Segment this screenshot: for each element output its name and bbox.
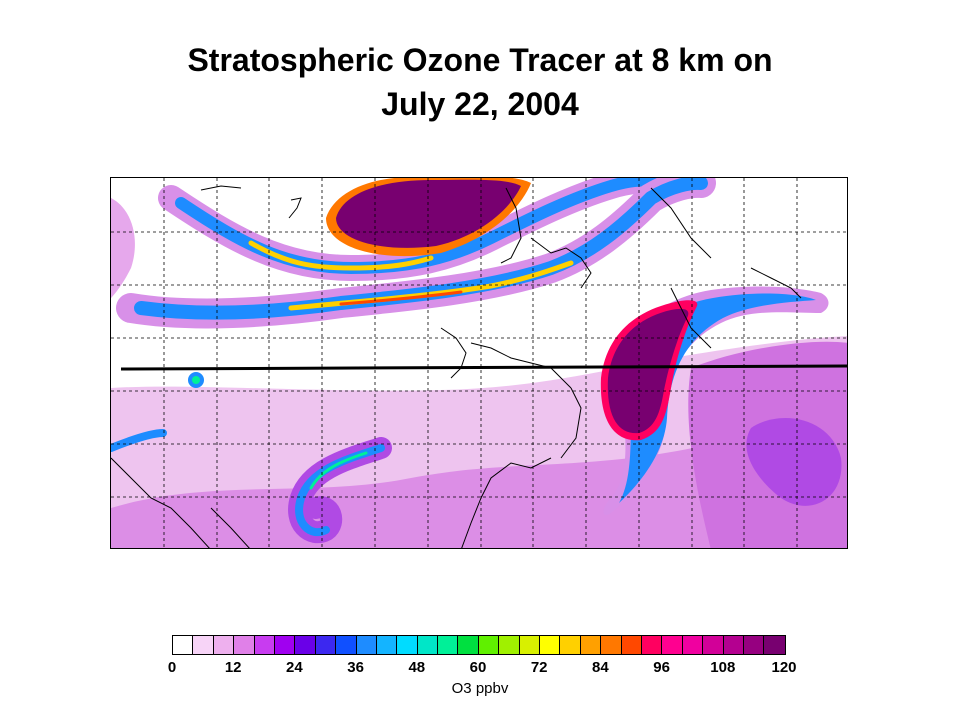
coastlines (111, 185, 802, 548)
colorbar (172, 635, 786, 655)
colorbar-cell (499, 636, 520, 654)
colorbar-tick-label: 120 (771, 659, 797, 676)
small-ozone-blob-core (192, 376, 200, 384)
ozone-map-svg (111, 178, 847, 548)
colorbar-cell (234, 636, 255, 654)
colorbar-cell (213, 636, 235, 654)
colorbar-tick-label: 36 (347, 659, 364, 676)
colorbar-tick-label: 48 (408, 659, 426, 676)
grid-lines (111, 178, 847, 548)
central-filament-hot (339, 290, 463, 306)
colorbar-tick-label: 108 (710, 659, 736, 676)
colorbar-tick-label: 24 (286, 659, 303, 676)
central-filament-mid (134, 178, 708, 320)
colorbar-cell (417, 636, 439, 654)
colorbar-tick-label: 60 (469, 659, 487, 676)
eastern-ozone-patch (746, 418, 842, 506)
eastern-hook-core (607, 308, 689, 434)
colorbar-cell (295, 636, 316, 654)
colorbar-ticks: 0 12 24 36 48 60 72 84 96 108 120 (168, 659, 797, 679)
colorbar-cell (254, 636, 275, 654)
southern-curl-core (309, 451, 368, 490)
colorbar-cell (397, 636, 418, 654)
colorbar-cell (621, 636, 642, 654)
colorbar-units-label: O3 ppbv (451, 680, 509, 697)
colorbar-cell (173, 636, 194, 654)
ozone-map (110, 177, 848, 549)
northern-intrusion-core (336, 179, 521, 248)
colorbar-cell (376, 636, 398, 654)
colorbar-cell (580, 636, 602, 654)
colorbar-cell (662, 636, 683, 654)
colorbar-cell (601, 636, 622, 654)
colorbar-tick-label: 0 (167, 659, 177, 676)
colorbar-cell (703, 636, 724, 654)
title-line-2: July 22, 2004 (381, 86, 579, 122)
colorbar-cell (438, 636, 459, 654)
colorbar-cell (743, 636, 765, 654)
title-line-1: Stratospheric Ozone Tracer at 8 km on (187, 42, 773, 78)
western-ozone-patch (111, 198, 135, 298)
colorbar-cell (682, 636, 704, 654)
colorbar-cell (540, 636, 561, 654)
colorbar-cell (193, 636, 214, 654)
colorbar-cell (723, 636, 744, 654)
colorbar-cell (519, 636, 541, 654)
colorbar-cell (560, 636, 581, 654)
colorbar-tick-label: 72 (530, 659, 548, 676)
colorbar-cell (356, 636, 377, 654)
colorbar-cell (315, 636, 337, 654)
colorbar-cell (641, 636, 663, 654)
colorbar-cell (458, 636, 479, 654)
southwest-filament (111, 429, 167, 452)
northern-filament-core (248, 240, 434, 271)
colorbar-cell (336, 636, 357, 654)
cross-section-line (120, 364, 847, 371)
plot-title: Stratospheric Ozone Tracer at 8 km on Ju… (0, 38, 960, 126)
colorbar-cell (478, 636, 500, 654)
colorbar-tick-label: 84 (592, 659, 609, 676)
colorbar-cell (764, 636, 785, 654)
colorbar-tick-label: 96 (653, 659, 670, 676)
colorbar-tick-label: 12 (224, 659, 242, 676)
colorbar-cell (274, 636, 296, 654)
